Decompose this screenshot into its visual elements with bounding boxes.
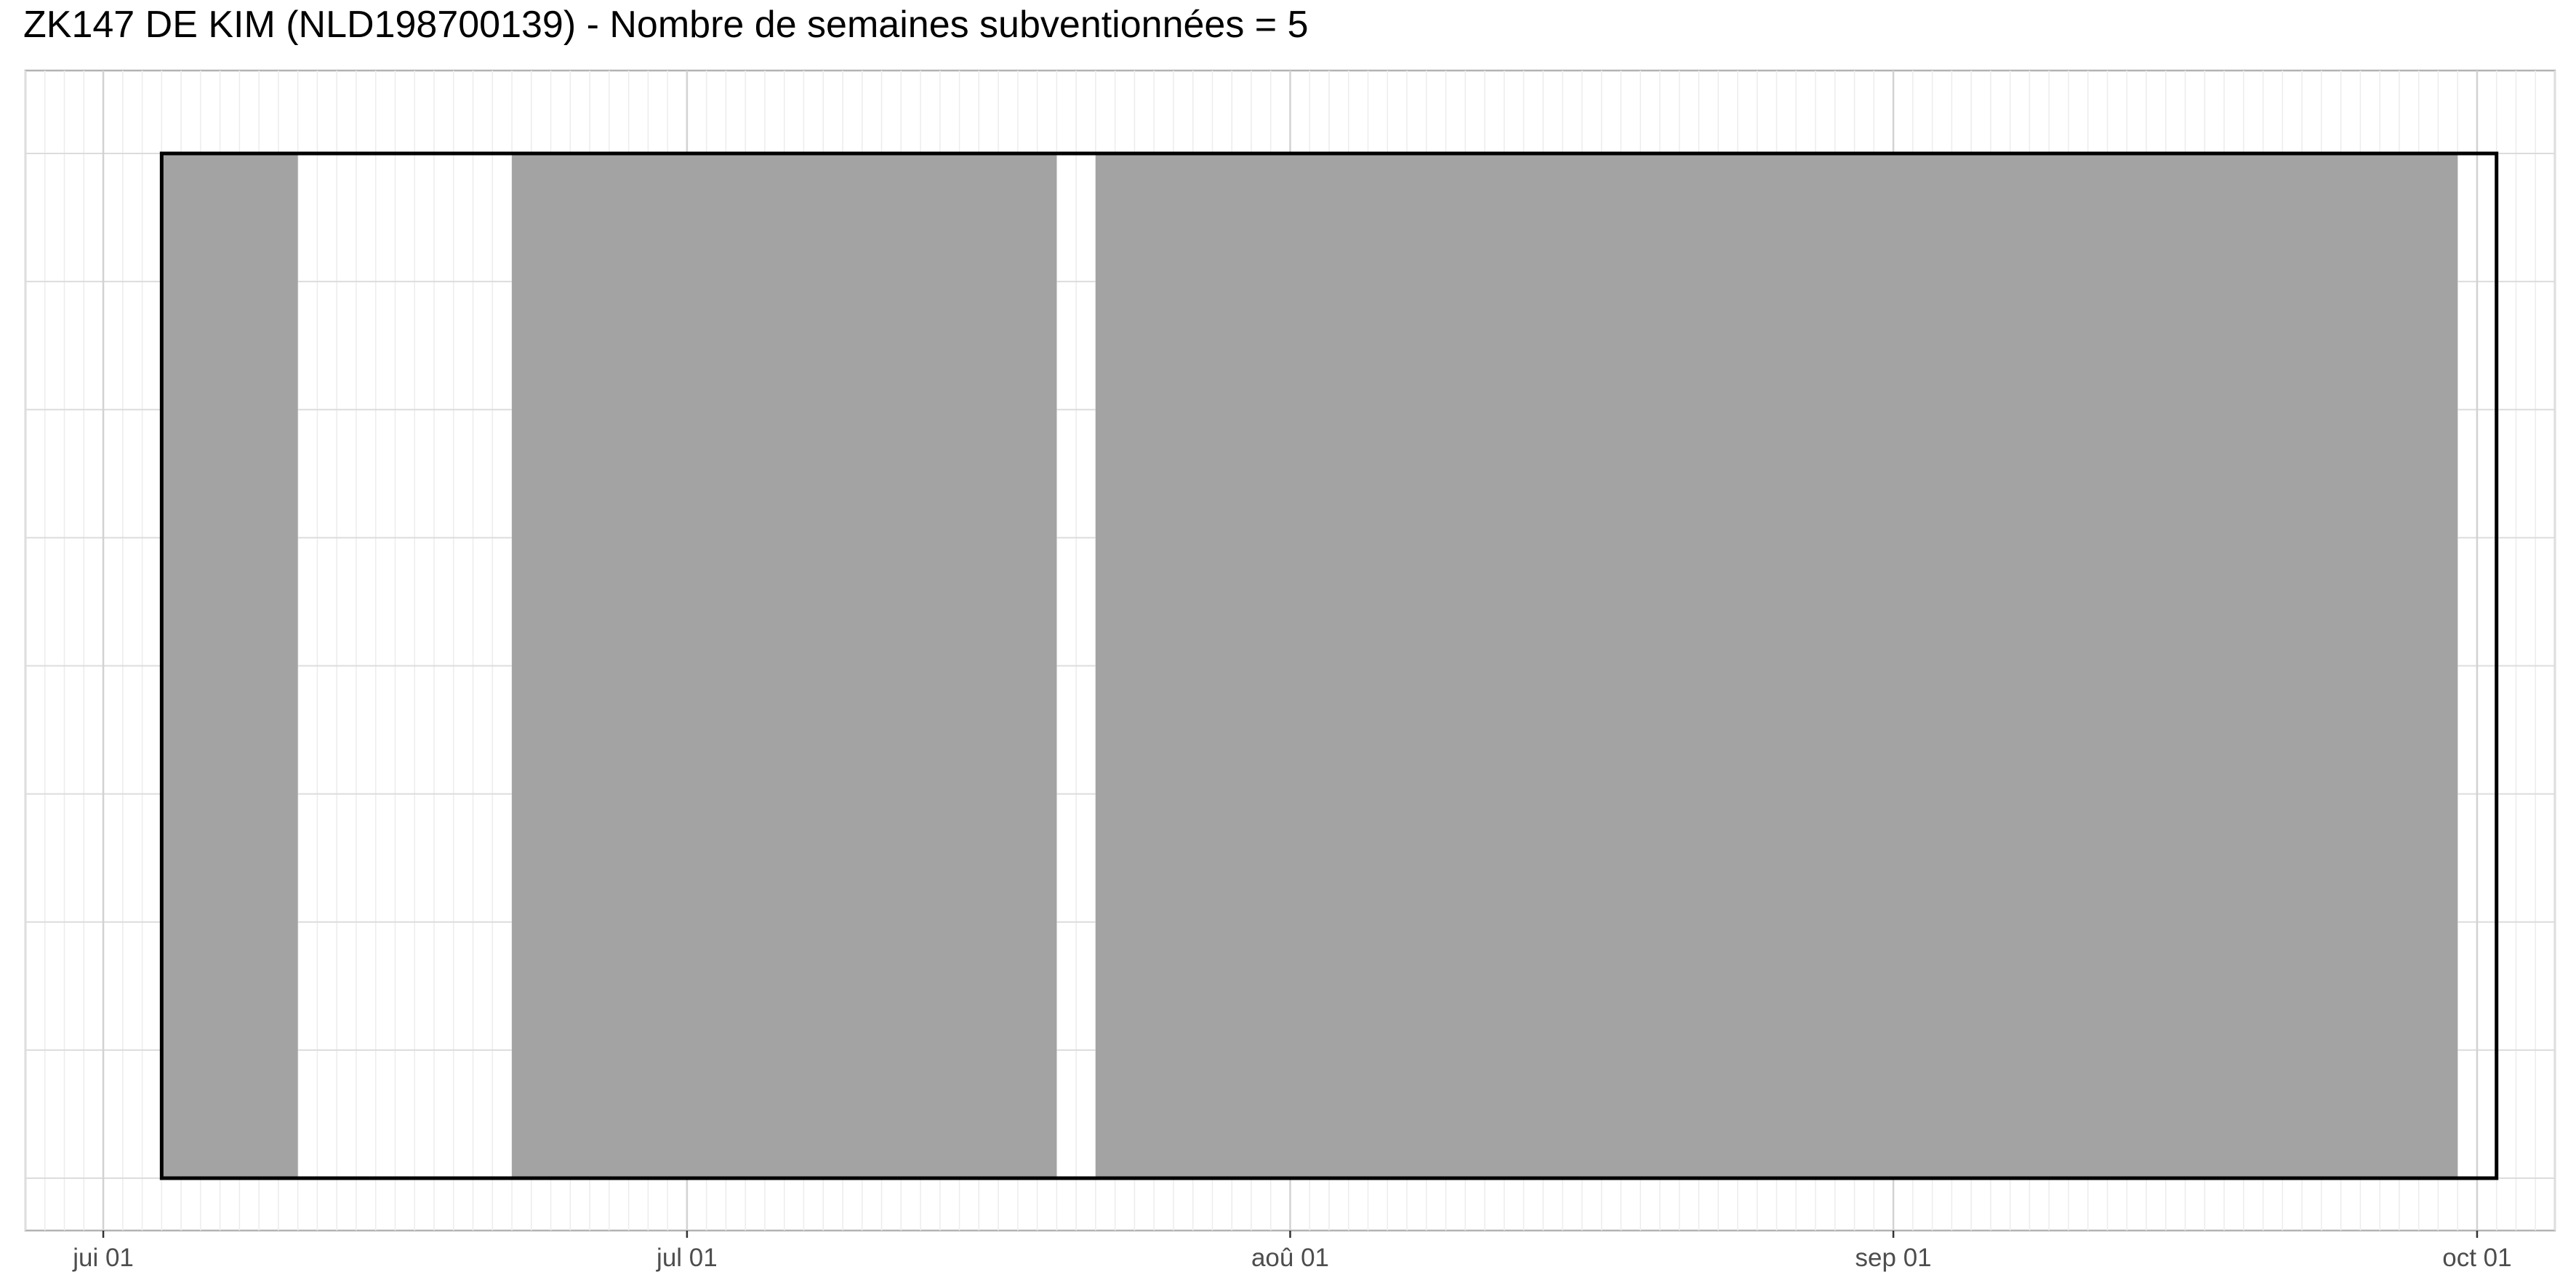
x-tick-label: sep 01 — [1855, 1244, 1932, 1272]
x-tick-label: aoû 01 — [1251, 1244, 1329, 1272]
x-tick-label: jul 01 — [656, 1244, 718, 1272]
chart-title: ZK147 DE KIM (NLD198700139) - Nombre de … — [23, 4, 1309, 46]
period-outline — [159, 151, 2499, 1180]
filled-period-bar — [161, 153, 298, 1178]
x-tick-label: jui 01 — [72, 1244, 134, 1272]
filled-period-bar — [512, 153, 1057, 1178]
filled-period-bar — [1095, 153, 2458, 1178]
marks — [159, 151, 2499, 1180]
x-axis: jui 01 jul 01 aoû 01 sep 01 oct 01 — [72, 1231, 2512, 1272]
x-tick-label: oct 01 — [2442, 1244, 2511, 1272]
